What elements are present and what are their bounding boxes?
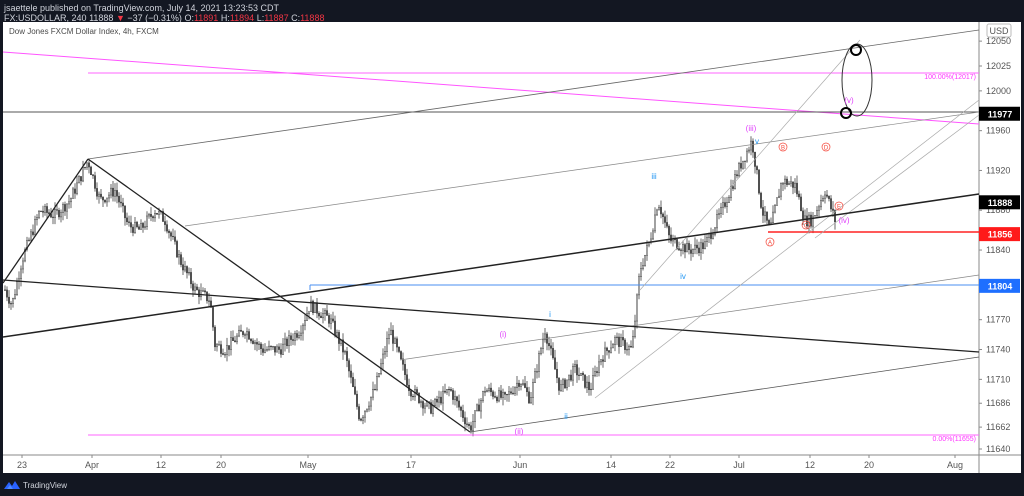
open-value: 11891 bbox=[193, 13, 219, 23]
wave-label-iii-minor: (iii) bbox=[746, 124, 757, 133]
wave-label-e: E bbox=[837, 205, 841, 211]
rally-line bbox=[3, 158, 89, 284]
wave-label-i-minor: (i) bbox=[499, 330, 506, 339]
x-tick-label: 12 bbox=[805, 460, 815, 470]
target-ellipse bbox=[841, 43, 873, 117]
wave-label-c: C bbox=[804, 224, 809, 230]
upper-channel-line bbox=[87, 29, 980, 160]
price-badge-11804 bbox=[979, 278, 1020, 293]
price-badge-label: 11888 bbox=[988, 198, 1013, 208]
target-circle-upper bbox=[850, 44, 862, 56]
wave-e-circle bbox=[834, 201, 844, 211]
y-tick-label: 11880 bbox=[986, 205, 1010, 215]
wave-label-iv-minor: (iv) bbox=[838, 216, 849, 225]
x-tick-label: Jul bbox=[733, 460, 745, 470]
x-tick-label: 17 bbox=[406, 460, 416, 470]
price-badge-label: 11977 bbox=[988, 109, 1013, 119]
change: −37 (−0.31%) bbox=[127, 13, 182, 23]
down-arrow-icon: ▼ bbox=[115, 13, 125, 23]
price-badge-11856 bbox=[979, 227, 1020, 242]
candles bbox=[4, 136, 836, 437]
mid-channel-line bbox=[184, 111, 980, 227]
price-badge-11888 bbox=[979, 195, 1020, 210]
down-trendline bbox=[3, 279, 980, 353]
x-tick-label: 22 bbox=[665, 460, 675, 470]
x-tick-label: 12 bbox=[156, 460, 166, 470]
x-tick-label: Apr bbox=[85, 460, 99, 470]
wave-c-circle bbox=[801, 220, 811, 230]
target-circle-lower bbox=[840, 107, 852, 119]
tradingview-logo-icon bbox=[4, 481, 20, 489]
low-value: 11887 bbox=[264, 13, 289, 23]
y-tick-label: 11662 bbox=[986, 422, 1010, 432]
lower-channel-line bbox=[469, 356, 980, 433]
parallel-line-a bbox=[594, 99, 980, 399]
wave-a-circle bbox=[765, 237, 775, 247]
y-tick-label: 11960 bbox=[986, 126, 1010, 136]
symbol-ohlc-bar: FX:USDOLLAR, 240 11888 ▼ −37 (−0.31%) O:… bbox=[4, 13, 325, 23]
magenta-trendline bbox=[3, 51, 980, 125]
close-value: 11888 bbox=[300, 13, 325, 23]
y-tick-label: 11640 bbox=[986, 444, 1010, 454]
symbol: FX:USDOLLAR, 240 bbox=[4, 13, 87, 23]
wave-label-a: A bbox=[768, 241, 772, 247]
y-tick-label: 12000 bbox=[986, 86, 1011, 96]
tradingview-footer: TradingView bbox=[4, 478, 67, 492]
x-tick-label: Aug bbox=[947, 460, 963, 470]
y-tick-label: 11710 bbox=[986, 374, 1010, 384]
currency-badge bbox=[986, 23, 1012, 38]
last-price: 11888 bbox=[89, 13, 114, 23]
x-tick-label: May bbox=[299, 460, 317, 470]
high-value: 11894 bbox=[229, 13, 255, 23]
x-tick-label: 20 bbox=[216, 460, 226, 470]
brand-label: TradingView bbox=[23, 480, 68, 490]
x-tick-label: 23 bbox=[17, 460, 27, 470]
decline-line bbox=[87, 158, 471, 433]
y-tick-label: 11840 bbox=[986, 245, 1010, 255]
x-tick-label: 20 bbox=[864, 460, 874, 470]
price-badge-label: 11856 bbox=[988, 230, 1013, 240]
x-tick-label: 14 bbox=[606, 460, 616, 470]
wave-label-i: i bbox=[549, 310, 551, 319]
wave-label-ii: ii bbox=[564, 412, 568, 421]
wave-label-v-minor: (v) bbox=[844, 96, 854, 105]
y-tick-label: 12050 bbox=[986, 36, 1011, 46]
price-badge-label: 11804 bbox=[988, 281, 1013, 291]
wave-b-circle bbox=[778, 142, 788, 152]
price-chart[interactable]: 12050 12025 12000 11960 11920 11880 11840 11770… bbox=[3, 22, 1021, 473]
wave-d-circle bbox=[821, 142, 831, 152]
wave-label-d: D bbox=[824, 146, 829, 152]
fib-0-label: 0.00%(11655) bbox=[933, 436, 976, 443]
support-trendline bbox=[3, 193, 980, 338]
currency-label: USD bbox=[989, 26, 1009, 36]
price-badge-11977 bbox=[979, 106, 1020, 121]
y-tick-label: 12025 bbox=[986, 61, 1011, 71]
wave-label-iii: iii bbox=[651, 172, 657, 181]
y-tick-label: 11740 bbox=[986, 345, 1010, 355]
fib-100-label: 100.00%(12017) bbox=[924, 74, 976, 81]
y-tick-label: 11686 bbox=[986, 398, 1010, 408]
parallel-line-b bbox=[639, 39, 861, 291]
wave-label-b: B bbox=[781, 146, 785, 152]
chart-panel[interactable]: 12050 12025 12000 11960 11920 11880 11840 11770… bbox=[3, 22, 1021, 473]
wave-label-ii-minor: (ii) bbox=[515, 427, 524, 436]
chart-title: Dow Jones FXCM Dollar Index, 4h, FXCM bbox=[9, 27, 159, 36]
y-tick-label: 11920 bbox=[986, 165, 1010, 175]
inner-channel-line bbox=[399, 274, 980, 361]
wave-label-iv: iv bbox=[680, 272, 686, 281]
publish-info: jsaettele published on TradingView.com, … bbox=[4, 3, 280, 13]
parallel-line-c bbox=[814, 114, 980, 239]
x-tick-label: Jun bbox=[513, 460, 528, 470]
y-tick-label: 11770 bbox=[986, 315, 1010, 325]
wave-label-v: v bbox=[755, 137, 759, 146]
